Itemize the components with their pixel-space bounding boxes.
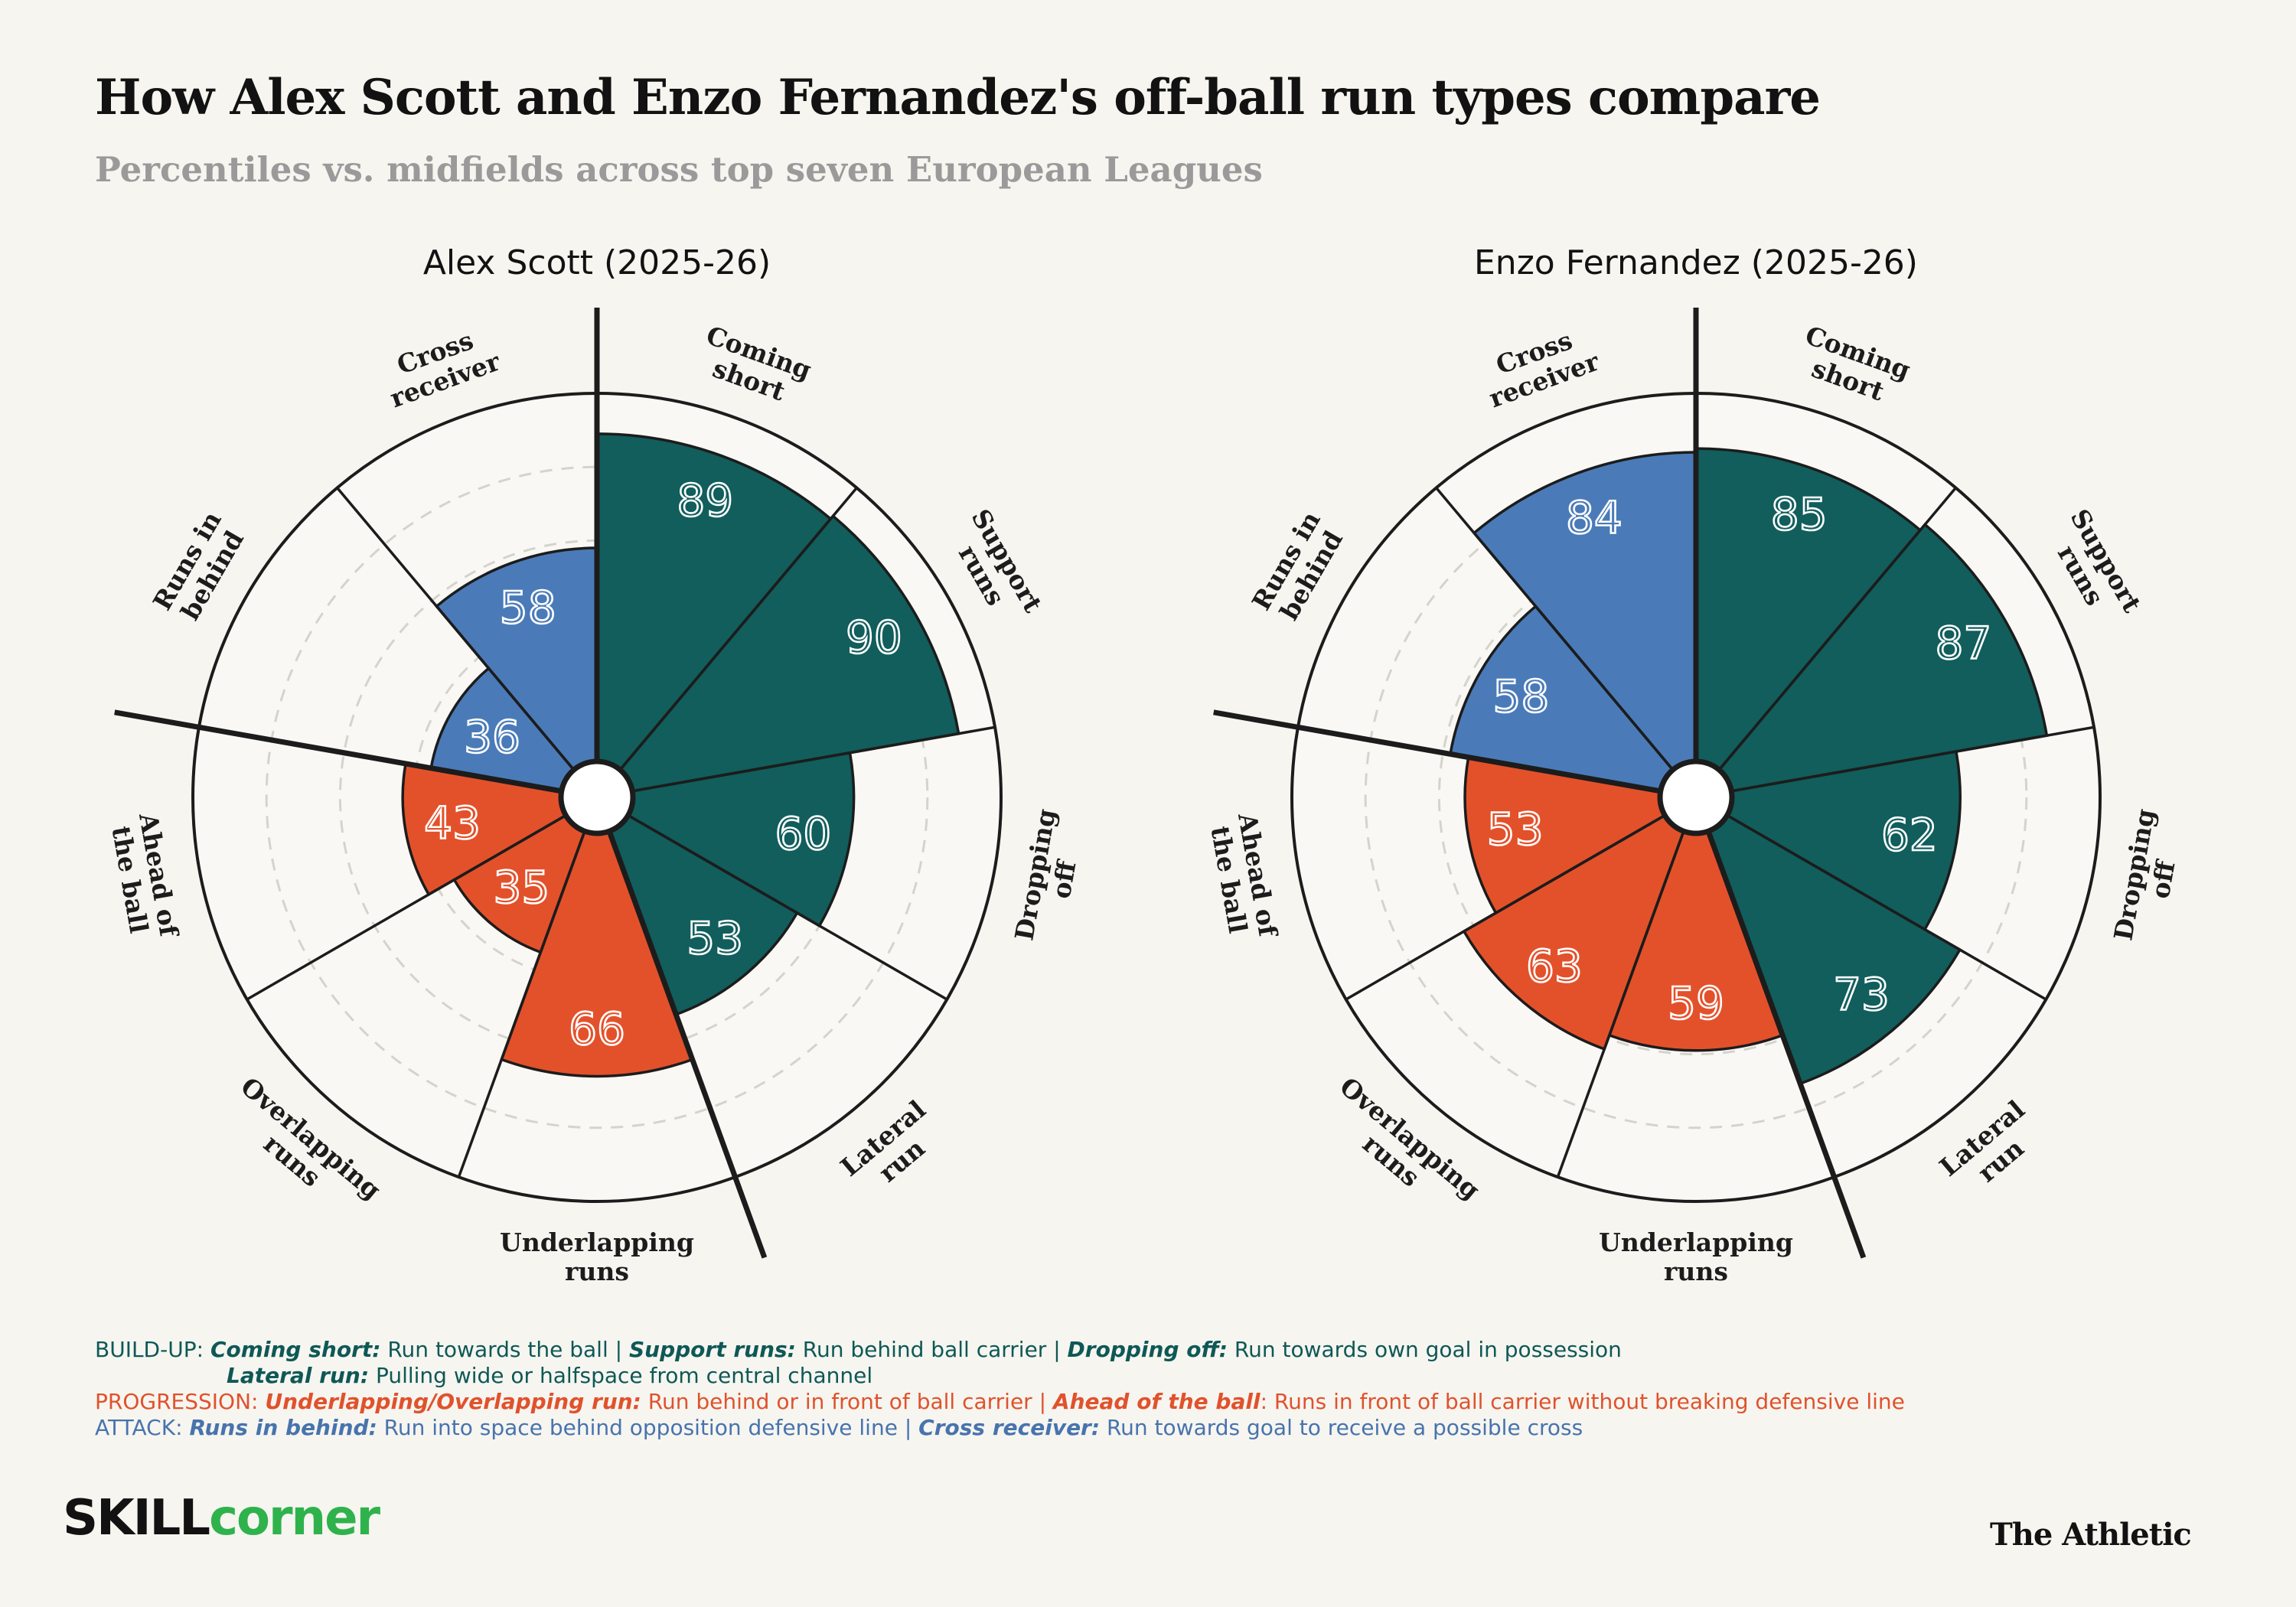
legend-cross-desc: Run towards goal to receive a possible c…	[1100, 1415, 1583, 1440]
sector-divider	[246, 813, 567, 1001]
sector-divider	[336, 487, 576, 771]
sector-divider	[618, 487, 858, 771]
sector-divider	[627, 813, 948, 1001]
group-separator	[606, 830, 768, 1259]
data-label: 60	[775, 808, 832, 860]
legend-progression: PROGRESSION: Underlapping/Overlapping ru…	[95, 1389, 1905, 1415]
data-label: 53	[687, 912, 743, 964]
grid-ring	[265, 465, 929, 1129]
panel-title: Enzo Fernandez (2025-26)	[1474, 243, 1918, 282]
legend-build-up-cont: Lateral run: Pulling wide or halfspace f…	[95, 1363, 1905, 1389]
data-label: 58	[500, 582, 556, 634]
category-label-line: off	[2145, 857, 2181, 901]
data-label: 73	[1833, 968, 1890, 1020]
skillcorner-logo-corner: corner	[209, 1490, 380, 1547]
legend-cross-term: Cross receiver:	[918, 1415, 1101, 1440]
sector-divider	[1435, 487, 1675, 771]
legend-runs-behind-term: Runs in behind:	[189, 1415, 377, 1440]
category-label-line: Underlapping	[1599, 1227, 1793, 1257]
data-label: 66	[569, 1002, 625, 1054]
data-label: 43	[424, 797, 481, 849]
legend-ahead-desc: : Runs in front of ball carrier without …	[1260, 1389, 1905, 1414]
legend-attack: ATTACK: Runs in behind: Run into space b…	[95, 1415, 1905, 1441]
category-label-line: runs	[565, 1257, 629, 1286]
the-athletic-logo: The Athletic	[1990, 1517, 2192, 1553]
data-label: 87	[1936, 617, 1992, 669]
legend-support-runs-term: Support runs:	[628, 1337, 796, 1362]
category-label-line: runs	[1664, 1257, 1728, 1286]
data-label: 85	[1771, 488, 1828, 540]
grid-ring	[1364, 465, 2028, 1129]
data-label: 58	[1492, 670, 1549, 722]
data-label: 84	[1566, 491, 1623, 543]
legend-attack-prefix: ATTACK:	[95, 1415, 190, 1440]
legend-dropping-off-desc: Run towards own goal in possession	[1228, 1337, 1622, 1362]
legend-lateral-run-term: Lateral run:	[227, 1363, 370, 1388]
skillcorner-logo: SKILLcorner	[63, 1490, 380, 1547]
category-label-line: Underlapping	[500, 1227, 694, 1257]
legend-coming-short-desc: Run towards the ball |	[380, 1337, 629, 1362]
data-label: 89	[677, 474, 733, 526]
legend-dropping-off-term: Dropping off:	[1067, 1337, 1228, 1362]
sector-divider	[631, 725, 996, 793]
data-label: 90	[846, 611, 902, 663]
sector-divider	[1730, 725, 2095, 793]
legend-runs-behind-desc: Run into space behind opposition defensi…	[377, 1415, 919, 1440]
data-label: 35	[494, 861, 550, 913]
category-label-line: off	[1046, 857, 1082, 901]
legend-support-runs-desc: Run behind ball carrier |	[795, 1337, 1068, 1362]
legend-build-up-prefix: BUILD-UP:	[95, 1337, 210, 1362]
legend-under-over-term: Underlapping/Overlapping run:	[265, 1389, 641, 1414]
sector-divider	[1726, 813, 2047, 1001]
legend: BUILD-UP: Coming short: Run towards the …	[95, 1337, 1905, 1441]
data-label: 59	[1668, 977, 1724, 1029]
data-label: 36	[464, 711, 520, 763]
skillcorner-logo-skill: SKILL	[63, 1490, 210, 1547]
legend-build-up: BUILD-UP: Coming short: Run towards the …	[95, 1337, 1905, 1363]
chart-subtitle: Percentiles vs. midfields across top sev…	[95, 149, 1263, 190]
legend-ahead-term: Ahead of the ball	[1052, 1389, 1261, 1414]
center-hub	[558, 758, 636, 836]
group-separator	[1213, 709, 1662, 794]
sector-divider	[457, 830, 586, 1178]
group-separator	[1705, 830, 1867, 1259]
sector-divider	[1717, 487, 1957, 771]
sector-divider	[1345, 813, 1666, 1001]
group-separator	[114, 709, 563, 794]
chart-title: How Alex Scott and Enzo Fernandez's off-…	[95, 69, 1821, 126]
data-label: 62	[1881, 809, 1938, 861]
data-label: 53	[1487, 804, 1544, 856]
polar-chart-2: Enzo Fernandez (2025-26) 85 87 62 73 59 63 53 58…	[1205, 243, 2181, 1286]
data-label: 63	[1526, 940, 1583, 993]
panel-title: Alex Scott (2025-26)	[423, 243, 771, 282]
legend-progression-prefix: PROGRESSION:	[95, 1389, 266, 1414]
legend-under-over-desc: Run behind or in front of ball carrier |	[641, 1389, 1053, 1414]
legend-lateral-run-desc: Pulling wide or halfspace from central c…	[369, 1363, 873, 1388]
sector-divider	[1556, 830, 1685, 1178]
center-hub	[1657, 758, 1735, 836]
legend-coming-short-term: Coming short:	[210, 1337, 381, 1362]
